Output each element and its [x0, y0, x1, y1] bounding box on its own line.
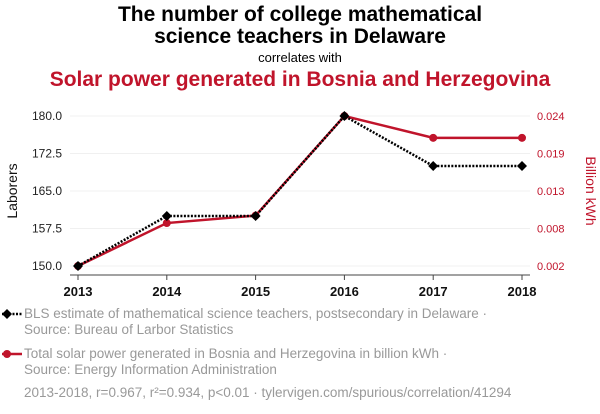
footer-stats: 2013-2018, r=0.967, r²=0.934, p<0.01 · t… — [24, 385, 512, 400]
y-tick-label: 165.0 — [32, 184, 62, 198]
legend-item-series2: Total solar power generated in Bosnia an… — [24, 346, 447, 378]
legend-diamond-icon — [2, 309, 12, 319]
x-tick-label: 2018 — [508, 284, 537, 299]
series2-line — [77, 114, 522, 268]
x-tick-label: 2013 — [64, 284, 93, 299]
x-tick-label: 2016 — [330, 284, 359, 299]
legend-item-series1: BLS estimate of mathematical science tea… — [24, 306, 487, 338]
y2-tick-label: 0.024 — [537, 111, 565, 123]
series1-point — [517, 161, 527, 171]
series1-point — [339, 111, 350, 121]
y-axis-label: Laborers — [4, 163, 20, 218]
series1-point — [428, 161, 439, 171]
y2-tick-label: 0.002 — [537, 261, 565, 273]
chart-title-line1: The number of college mathematical — [117, 3, 483, 26]
y-tick-label: 180.0 — [32, 109, 62, 123]
chart-subtitle: Solar power generated in Bosnia and Herz… — [49, 68, 551, 91]
series2-point — [162, 219, 171, 228]
x-tick-label: 2015 — [241, 284, 270, 299]
legend-label: BLS estimate of mathematical science tea… — [24, 306, 487, 321]
chart-title-line2: science teachers in Delaware — [154, 25, 446, 48]
y2-tick-label: 0.008 — [537, 224, 565, 236]
series1-line — [77, 114, 522, 268]
series1-point — [73, 261, 83, 271]
series1-point — [250, 211, 261, 221]
y-tick-label: 157.5 — [32, 222, 62, 236]
x-tick-label: 2017 — [419, 284, 448, 299]
series2-point — [429, 133, 438, 142]
legend-label: Total solar power generated in Bosnia an… — [24, 346, 448, 361]
y-tick-label: 172.5 — [32, 147, 62, 161]
y2-axis-label: Billion kWh — [583, 156, 599, 225]
y2-tick-label: 0.013 — [537, 186, 565, 198]
series2-point — [518, 133, 526, 142]
y-tick-label: 150.0 — [32, 259, 62, 273]
legend-source: Source: Bureau of Larbor Statistics — [24, 322, 234, 337]
series1-point — [161, 211, 172, 221]
legend-circle-icon — [3, 350, 11, 358]
y2-tick-label: 0.019 — [537, 149, 565, 161]
correlates-with-label: correlates with — [258, 50, 342, 65]
x-tick-label: 2014 — [152, 284, 182, 299]
legend-source: Source: Energy Information Administratio… — [24, 362, 277, 377]
